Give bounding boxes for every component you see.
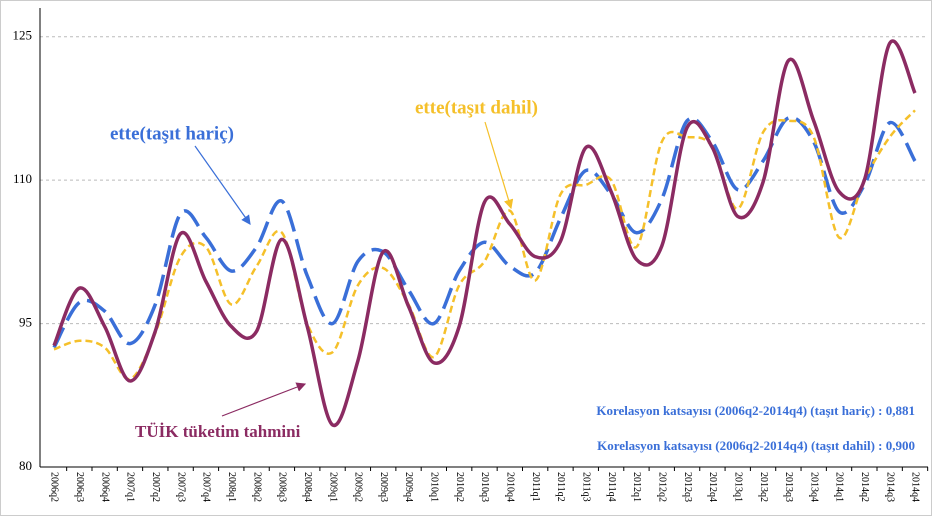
series-line — [52, 39, 917, 428]
x-tick-label: 2007q4 — [201, 472, 212, 502]
x-tick-label: 2008q2 — [251, 472, 262, 502]
x-tick-label: 2014q4 — [910, 472, 921, 502]
x-tick-label: 2009q4 — [403, 472, 414, 502]
x-tick-label: 2013q2 — [758, 472, 769, 502]
x-tick-label: 2011q2 — [555, 472, 566, 502]
x-tick-label: 2007q3 — [175, 472, 186, 502]
arrow — [484, 121, 514, 210]
x-tick-label: 2010q3 — [479, 472, 490, 502]
x-tick-label: 2011q1 — [530, 472, 541, 502]
x-tick-label: 2012q2 — [656, 472, 667, 502]
y-tick-label: 125 — [13, 28, 33, 43]
x-tick-label: 2011q4 — [606, 472, 617, 502]
x-tick-label: 2013q1 — [732, 472, 743, 502]
y-tick-label: 80 — [19, 458, 32, 473]
series-label: ette(taşıt dahil) — [415, 97, 538, 118]
series-line — [53, 109, 916, 381]
x-tick-label: 2007q1 — [125, 472, 136, 502]
x-tick-label: 2012q3 — [682, 472, 693, 502]
series-label: TÜİK tüketim tahmini — [135, 422, 301, 441]
x-tick-label: 2010q2 — [454, 472, 465, 502]
annotation: Korelasyon katsayısı (2006q2-2014q4) (ta… — [597, 438, 915, 453]
x-tick-label: 2010q4 — [505, 472, 516, 502]
x-tick-label: 2012q4 — [707, 472, 718, 502]
x-tick-label: 2014q1 — [834, 472, 845, 502]
x-tick-label: 2007q2 — [150, 472, 161, 502]
y-tick-label: 95 — [19, 315, 32, 330]
x-tick-label: 2013q4 — [808, 472, 819, 502]
annotation: Korelasyon katsayısı (2006q2-2014q4) (ta… — [596, 403, 915, 418]
x-tick-label: 2012q1 — [631, 472, 642, 502]
x-tick-label: 2006q4 — [99, 472, 110, 502]
y-tick-label: 110 — [13, 171, 32, 186]
x-tick-label: 2013q3 — [783, 472, 794, 502]
arrow — [194, 145, 251, 225]
x-tick-label: 2008q4 — [302, 472, 313, 502]
series-label: ette(taşıt hariç) — [110, 123, 234, 144]
x-tick-label: 2008q3 — [277, 472, 288, 502]
x-tick-label: 2010q1 — [429, 472, 440, 502]
x-tick-label: 2009q3 — [378, 472, 389, 502]
x-tick-label: 2014q2 — [859, 472, 870, 502]
x-tick-label: 2014q3 — [884, 472, 895, 502]
x-tick-label: 2009q1 — [327, 472, 338, 502]
x-tick-label: 2006q2 — [49, 472, 60, 502]
x-tick-label: 2008q1 — [226, 472, 237, 502]
arrow — [221, 382, 307, 417]
x-tick-label: 2009q2 — [353, 472, 364, 502]
x-tick-label: 2006q3 — [74, 472, 85, 502]
x-tick-label: 2011q3 — [580, 472, 591, 502]
